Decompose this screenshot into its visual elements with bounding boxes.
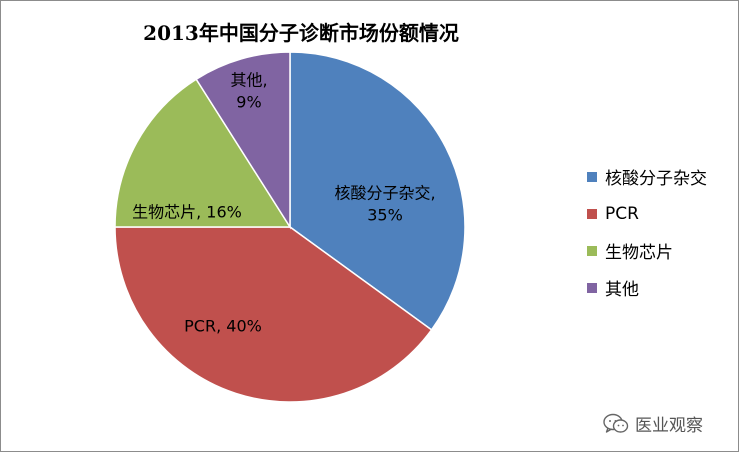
chart-title: 2013年中国分子诊断市场份额情况 [143,21,459,45]
slice-other [195,51,291,230]
label-other-line: 其他, [230,71,267,90]
legend-swatch-biochip [587,245,597,256]
slice-labels: 核酸分子杂交, 35% PCR, 40% 生物芯片, 16% 其他, 9% [132,71,435,336]
slice-hybridization [289,51,466,331]
slice-biochip [114,78,292,228]
legend-label-pcr: PCR [605,203,639,224]
label-other-line: 9% [236,93,261,112]
wechat-bubble-icon [603,413,629,433]
label-biochip: 生物芯片, 16% [132,203,242,222]
watermark: 医业观察 [603,411,703,436]
legend-swatch-other [587,282,597,293]
label-hybridization: 核酸分子杂交, 35% [334,184,435,225]
legend-label-biochip: 生物芯片 [605,243,673,263]
label-pcr: PCR, 40% [184,317,262,336]
legend-label-other: 其他 [605,280,639,300]
label-hybridization-line: 核酸分子杂交, [334,184,435,203]
legend-item-biochip: 生物芯片 [587,232,737,269]
watermark-text: 医业观察 [635,416,703,436]
label-pcr-line: PCR, 40% [184,317,262,336]
legend-item-other: 其他 [587,269,737,306]
legend-item-hybridization: 核酸分子杂交 [587,158,737,195]
label-other: 其他, 9% [230,71,267,112]
legend-swatch-pcr [587,208,597,219]
legend-label-hybridization: 核酸分子杂交 [605,169,707,189]
legend: 核酸分子杂交 PCR 生物芯片 其他 [587,158,737,306]
legend-item-pcr: PCR [587,195,737,232]
pie-slices [114,51,466,403]
slice-pcr [114,226,433,403]
label-hybridization-line: 35% [367,206,403,225]
label-biochip-line: 生物芯片, 16% [132,203,242,222]
legend-swatch-hybridization [587,171,597,182]
